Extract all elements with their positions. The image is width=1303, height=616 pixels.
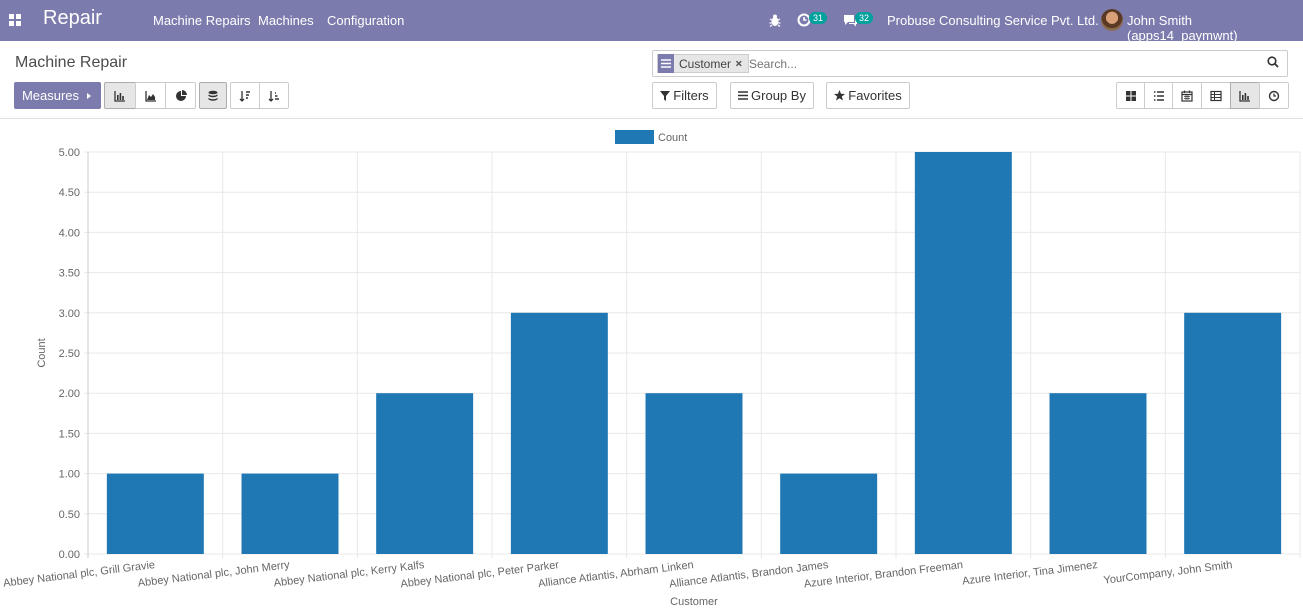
- y-tick-label: 2.50: [59, 348, 80, 360]
- activity-count-badge: 31: [809, 12, 828, 24]
- bar-chart-icon: [114, 90, 125, 102]
- bar-6[interactable]: [914, 152, 1012, 554]
- legend-label[interactable]: Count: [658, 132, 687, 144]
- legend-swatch[interactable]: [615, 130, 654, 144]
- kanban-view-button[interactable]: [1116, 82, 1145, 109]
- x-axis-label: Customer: [670, 596, 718, 608]
- page-title: Machine Repair: [15, 54, 128, 71]
- favorites-label: Favorites: [848, 88, 902, 103]
- search-box: Customer: [652, 50, 1288, 77]
- y-tick-label: 0.00: [59, 549, 80, 561]
- y-tick-label: 0.50: [59, 509, 80, 521]
- messages-count-badge: 32: [855, 12, 874, 24]
- bar-1[interactable]: [241, 473, 339, 554]
- group-by-label: Group By: [751, 88, 806, 103]
- bar-chart: 0.00 0.50 1.00 1.50 2.00 2.50 3.00 3.50 4.00 4.50…: [0, 120, 1303, 611]
- graph-view-button[interactable]: [1230, 82, 1260, 109]
- bar-8[interactable]: [1184, 312, 1282, 554]
- area-chart-icon: [144, 90, 156, 102]
- caret-right-icon: [87, 92, 92, 99]
- list-view-button[interactable]: [1144, 82, 1173, 109]
- user-avatar[interactable]: [1101, 9, 1123, 31]
- list-icon: [1153, 90, 1164, 101]
- bar-4[interactable]: [645, 393, 743, 554]
- sort-ascending-button[interactable]: [259, 82, 289, 109]
- group-by-button[interactable]: Group By: [730, 82, 814, 109]
- y-tick-label: 5.00: [59, 147, 80, 159]
- pivot-table-icon: [1210, 90, 1222, 101]
- database-stack-icon: [208, 90, 218, 101]
- y-axis-label: Count: [36, 338, 48, 367]
- measures-button[interactable]: Measures: [14, 82, 101, 109]
- search-facet: Customer: [657, 53, 750, 73]
- menu-machines[interactable]: Machines: [258, 13, 314, 28]
- y-tick-label: 4.50: [59, 187, 80, 199]
- apps-menu-icon[interactable]: [9, 14, 21, 26]
- pie-chart-button[interactable]: [165, 82, 196, 109]
- y-tick-label: 3.50: [59, 268, 80, 280]
- activity-clock-icon: [1268, 90, 1280, 101]
- sort-descending-button[interactable]: [230, 82, 260, 109]
- filters-button[interactable]: Filters: [652, 82, 717, 109]
- x-tick-label: Abbey National plc, John Merry: [137, 559, 291, 590]
- y-tick-label: 2.00: [59, 388, 80, 400]
- bar-7[interactable]: [1049, 393, 1147, 554]
- y-axis-ticks: 0.00 0.50 1.00 1.50 2.00 2.50 3.00 3.50 4.00 4.50…: [59, 147, 80, 561]
- pie-chart-icon: [175, 89, 187, 101]
- y-tick-label: 1.00: [59, 469, 80, 481]
- top-navbar: Repair Machine Repairs Machines Configur…: [0, 0, 1303, 43]
- line-chart-button[interactable]: [135, 82, 166, 109]
- facet-label: Customer: [679, 56, 732, 71]
- menu-configuration[interactable]: Configuration: [327, 13, 405, 28]
- y-tick-label: 3.00: [59, 308, 80, 320]
- bar-5[interactable]: [780, 473, 878, 554]
- menu-machine-repairs[interactable]: Machine Repairs: [153, 13, 251, 28]
- activity-view-button[interactable]: [1259, 82, 1289, 109]
- bar-chart-button[interactable]: [104, 82, 136, 109]
- y-tick-label: 4.00: [59, 227, 80, 239]
- bar-3[interactable]: [510, 312, 608, 554]
- filter-funnel-icon: [660, 90, 671, 101]
- search-icon[interactable]: [1267, 56, 1279, 68]
- star-icon: [834, 90, 846, 101]
- app-title[interactable]: Repair: [43, 7, 102, 29]
- pivot-view-button[interactable]: [1201, 82, 1231, 109]
- calendar-icon: [1181, 90, 1193, 102]
- filters-label: Filters: [673, 88, 709, 103]
- bar-0[interactable]: [106, 473, 204, 554]
- stacked-button[interactable]: [199, 82, 227, 109]
- chart-legend[interactable]: Count: [615, 130, 687, 144]
- bar-2[interactable]: [376, 393, 474, 554]
- chart-bars: [106, 152, 1282, 554]
- y-tick-label: 1.50: [59, 428, 80, 440]
- company-switcher[interactable]: Probuse Consulting Service Pvt. Ltd.: [887, 13, 1099, 28]
- graph-view-icon: [1239, 90, 1250, 102]
- favorites-button[interactable]: Favorites: [826, 82, 910, 109]
- facet-close-icon[interactable]: [735, 59, 748, 68]
- calendar-view-button[interactable]: [1172, 82, 1202, 109]
- kanban-grid-icon: [1125, 90, 1136, 101]
- chart-svg: 0.00 0.50 1.00 1.50 2.00 2.50 3.00 3.50 4.00 4.50…: [3, 130, 1301, 608]
- debug-bug-icon[interactable]: [769, 14, 781, 27]
- control-panel: Machine Repair Customer Measures: [0, 41, 1303, 119]
- sort-ascending-icon: [268, 90, 279, 102]
- x-tick-label: Azure Interior, Tina Jimenez: [962, 559, 1099, 588]
- measures-label: Measures: [21, 88, 80, 103]
- x-tick-label: Abbey National plc, Grill Gravie: [3, 559, 156, 590]
- group-by-facet-icon: [658, 53, 674, 73]
- user-menu[interactable]: John Smith (apps14_paymwnt): [1127, 13, 1238, 43]
- x-tick-label: YourCompany, John Smith: [1103, 559, 1233, 587]
- sort-descending-icon: [239, 90, 250, 102]
- search-input[interactable]: [749, 57, 1229, 71]
- group-by-bars-icon: [738, 91, 749, 100]
